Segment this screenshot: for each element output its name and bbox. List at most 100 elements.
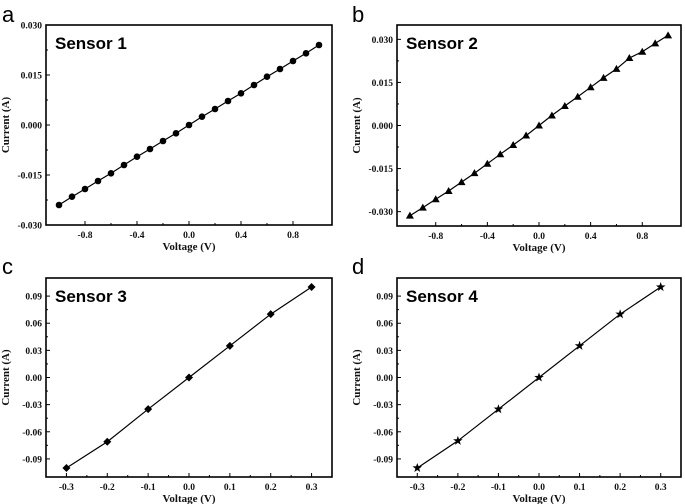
x-tick-label: -0.2 [450, 483, 465, 493]
x-tick-label: 0.3 [655, 483, 667, 493]
data-point [509, 141, 518, 149]
x-axis-label: Voltage (V) [512, 493, 565, 504]
y-tick-label: -0.015 [368, 165, 393, 175]
data-point [81, 185, 89, 193]
y-tick-label: 0.000 [372, 122, 394, 132]
y-tick-label: 0.030 [372, 36, 394, 46]
x-tick-label: 0.0 [183, 483, 195, 493]
chart-title: Sensor 3 [55, 287, 127, 306]
y-tick-label: -0.030 [368, 208, 393, 218]
y-axis-label: Current (A) [351, 349, 363, 406]
data-point [211, 105, 219, 113]
x-tick-label: -0.2 [100, 483, 115, 493]
data-point [146, 145, 154, 153]
data-point [62, 463, 71, 472]
data-point [656, 282, 666, 292]
data-point [107, 170, 115, 177]
x-axis-label: Voltage (V) [512, 242, 565, 254]
panel-label: c [2, 254, 13, 279]
y-tick-label: 0.000 [21, 122, 43, 132]
x-tick-label: 0.8 [636, 232, 648, 242]
data-point [94, 177, 102, 185]
y-tick-label: -0.09 [22, 455, 42, 465]
y-tick-label: 0.06 [376, 320, 393, 330]
x-tick-label: -0.1 [491, 483, 506, 493]
y-tick-label: 0.03 [25, 347, 42, 357]
data-point [625, 54, 634, 62]
y-tick-label: -0.03 [373, 401, 393, 411]
data-point [225, 341, 234, 350]
x-tick-label: 0.2 [614, 483, 626, 493]
data-point [289, 57, 297, 65]
data-point [560, 101, 569, 109]
data-point [664, 31, 673, 39]
data-point [315, 41, 323, 49]
data-point [599, 73, 608, 81]
chart-panel-b: b -0.8 -0.4 0.0 0.4 0.8 -0.030 -0.015 0.000 0.015… [351, 2, 682, 254]
y-tick-label: 0.015 [21, 72, 43, 82]
data-point [412, 463, 422, 472]
y-tick-label: 0.09 [25, 293, 42, 303]
data-point [651, 39, 660, 47]
chart-panel-a: a -0.8 -0.4 0.0 0.4 0.8 -0.030 -0.015 0.000 0.015… [0, 2, 333, 253]
data-point [453, 435, 463, 445]
data-point [120, 161, 128, 169]
data-point [535, 121, 543, 129]
x-tick-label: 0.0 [533, 232, 545, 242]
data-point [457, 178, 466, 186]
data-point [276, 65, 284, 73]
x-tick-label: -0.3 [410, 483, 425, 493]
chart-title: Sensor 4 [406, 287, 478, 306]
x-tick-label: 0.8 [287, 231, 299, 241]
data-point [612, 64, 621, 72]
x-tick-label: 0.4 [585, 232, 597, 242]
y-tick-label: 0.00 [376, 374, 393, 384]
data-point [418, 203, 427, 211]
data-point [534, 372, 544, 382]
data-point [483, 159, 492, 167]
y-tick-label: -0.03 [22, 401, 42, 411]
data-point [547, 111, 556, 119]
data-point [237, 90, 245, 97]
data-point [470, 169, 479, 177]
data-point [307, 283, 316, 292]
data-point [198, 113, 206, 120]
x-tick-label: 0.0 [533, 483, 545, 493]
y-axis-label: Current (A) [0, 349, 12, 406]
data-point [638, 47, 647, 55]
data-point [68, 193, 76, 200]
x-tick-label: 0.1 [224, 483, 236, 493]
chart-title: Sensor 2 [406, 34, 478, 53]
data-point [493, 404, 504, 414]
x-tick-label: -0.4 [129, 231, 144, 241]
data-point [431, 195, 440, 203]
data-point [496, 150, 505, 158]
y-tick-label: 0.015 [372, 79, 394, 89]
x-tick-label: -0.3 [59, 483, 74, 493]
data-point [302, 50, 310, 57]
x-tick-label: 0.2 [265, 483, 277, 493]
y-tick-label: 0.00 [25, 374, 42, 384]
y-tick-label: 0.09 [376, 293, 393, 303]
data-point [263, 73, 271, 80]
x-tick-label: 0.3 [306, 483, 318, 493]
y-tick-label: 0.06 [25, 320, 42, 330]
y-tick-label: 0.03 [376, 347, 393, 357]
data-point [574, 340, 585, 350]
x-tick-label: -0.1 [141, 483, 156, 493]
panel-label: d [352, 254, 364, 279]
y-tick-label: 0.030 [21, 22, 43, 32]
y-tick-label: -0.015 [17, 172, 42, 182]
data-point [405, 211, 414, 219]
y-tick-label: -0.030 [17, 222, 42, 232]
y-tick-label: -0.06 [373, 428, 393, 438]
chart-panel-d: d -0.3 -0.2 -0.1 0.0 0.1 0.2 0.3 -0.09 -0.06 -0.03… [351, 254, 682, 504]
x-axis-label: Voltage (V) [162, 241, 215, 253]
data-point [224, 97, 232, 105]
x-tick-label: 0.4 [235, 231, 247, 241]
x-tick-label: -0.4 [480, 232, 495, 242]
y-axis-label: Current (A) [351, 97, 363, 154]
data-point [133, 153, 141, 160]
data-point [103, 437, 112, 446]
